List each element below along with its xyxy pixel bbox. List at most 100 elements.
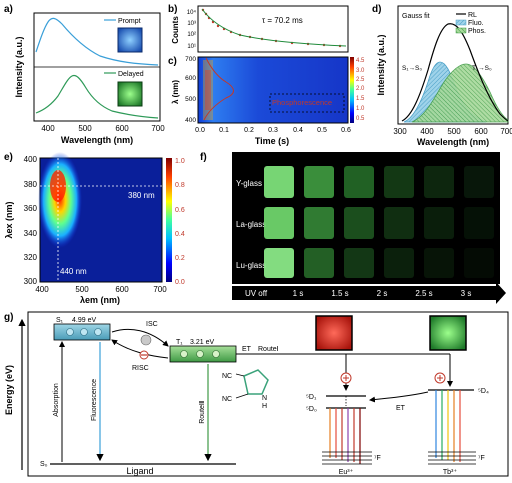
eu-5d0-text: ⁵D₀ [306,406,317,413]
tick: 1.0 [175,158,185,165]
tick: 300 [393,127,407,136]
panel-e-ann-440: 440 nm [60,267,87,276]
panel-d-label: d) [372,4,381,15]
panel-a-ylabel: Intensity (a.u.) [14,36,24,97]
panel-c-heatmap [197,56,349,124]
s1-label: S₁→S₀ [402,65,422,72]
tick: 300 [24,277,38,286]
tick: 360 [24,204,38,213]
panel-e-colorbar [166,158,172,282]
delayed-glow-photo [117,81,143,107]
panel-b-label: b) [168,4,177,15]
panel-f-label: f) [200,152,207,163]
panel-d-title: Gauss fit [402,13,430,20]
panel-c-ylabel: λ (nm) [171,80,180,104]
tick: 400 [420,127,434,136]
tick: 500 [78,124,92,133]
tick: 700 [151,124,165,133]
tick: 0.1 [219,127,229,134]
phos-band [411,63,509,123]
panel-c-xlabel: Time (s) [255,136,289,146]
tick: 0.6 [341,127,351,134]
prompt-curve [35,17,159,66]
tick: 400 [41,124,55,133]
s0-text: S₀ [40,461,48,468]
tick: 380 [24,180,38,189]
row-lu-glass: Lu-glass [236,261,266,270]
tick: 1.0 [356,106,365,112]
panel-b-ylabel: Counts [171,16,180,44]
panel-e-ylabel: λex (nm) [4,201,14,238]
tb-label: Tb³⁺ [443,469,458,476]
s1-energy: 4.99 eV [72,317,96,324]
panel-d-ylabel: Intensity (a.u.) [376,34,386,95]
panel-c-annotation: Phosphorescence [272,98,332,107]
panel-d-xlabel: Wavelength (nm) [417,137,489,147]
panel-b-tau: τ = 70.2 ms [262,16,303,25]
panel-b-frame [197,5,349,53]
tick: 0.6 [175,207,185,214]
panel-g-label: g) [4,312,13,323]
tick: 0.5 [317,127,327,134]
panel-d-xticks: 300 400 500 600 700 [393,127,512,136]
panel-b-yticks: 10⁴ 10³ 10² 10¹ [187,9,197,50]
tick: 0.8 [175,182,185,189]
decay-fit [201,8,347,47]
tick: 10¹ [187,44,196,50]
tick: 700 [185,56,196,63]
absorption-text: Absorption [53,383,60,417]
panel-c-colorbar [350,57,354,123]
tb-glow-photo [429,315,467,351]
tick: 500 [185,96,196,103]
tick: 400 [185,117,196,124]
legend-fluo: Fluo. [468,20,484,27]
tick: 10³ [187,21,196,27]
t1-text: T₁ [176,339,183,346]
legend-phos: Phos. [468,28,486,35]
panel-e-yticks: 400 380 360 340 320 300 [24,155,38,286]
eu-5d1-text: ⁵D₁ [306,394,317,401]
tb-7fj-text: ⁷F [478,455,485,462]
tick: 700 [153,285,167,294]
tick: 0.4 [293,127,303,134]
t1-energy: 3.21 eV [190,339,214,346]
time-label: UV off [245,289,268,298]
panel-c-spectrum [203,57,234,121]
tick: 400 [24,155,38,164]
tick: 0.5 [356,116,365,122]
t1-label: T₁→S₀ [472,65,492,72]
decay-points [201,8,342,48]
panel-e-xlabel: λem (nm) [80,295,120,305]
legend-rl: RL [468,12,477,19]
panel-f-row-labels: Y-glass La-glass Lu-glass [236,179,266,270]
tb-transitions [435,390,461,462]
legend-delayed: Delayed [118,71,144,78]
tick: 0.2 [175,255,185,262]
spin-flip-icon [140,334,152,346]
t1-electrons [180,350,220,358]
time-label: 1 s [293,289,304,298]
tick: 600 [474,127,488,136]
s1-text: S₁ [56,317,64,324]
eu-7fj-text: ⁷F [374,455,381,462]
panel-a-label: a) [4,4,13,15]
tick: 1.5 [356,96,365,102]
tick: 0.2 [244,127,254,134]
panel-f-time-labels: UV off 1 s 1.5 s 2 s 2.5 s 3 s [245,289,471,298]
panel-c-label: c) [168,56,177,67]
time-label: 2 s [377,289,388,298]
tick: 600 [115,124,129,133]
panel-c-xticks: 0.0 0.1 0.2 0.3 0.4 0.5 0.6 [195,127,351,134]
tick: 4.5 [356,58,365,64]
nc-top: NC [222,373,232,380]
imidazole-molecule-icon: NC NC N H [222,369,269,410]
tb-7fj-levels [428,451,476,465]
tick: 2.0 [356,86,365,92]
fluorescence-text: Fluorescence [91,379,98,421]
tick: 3.0 [356,68,365,74]
route3-text: RouteⅢ [199,400,206,424]
et-route-text: ET [242,346,252,353]
panel-g-frame [27,311,509,477]
tick: 500 [447,127,461,136]
